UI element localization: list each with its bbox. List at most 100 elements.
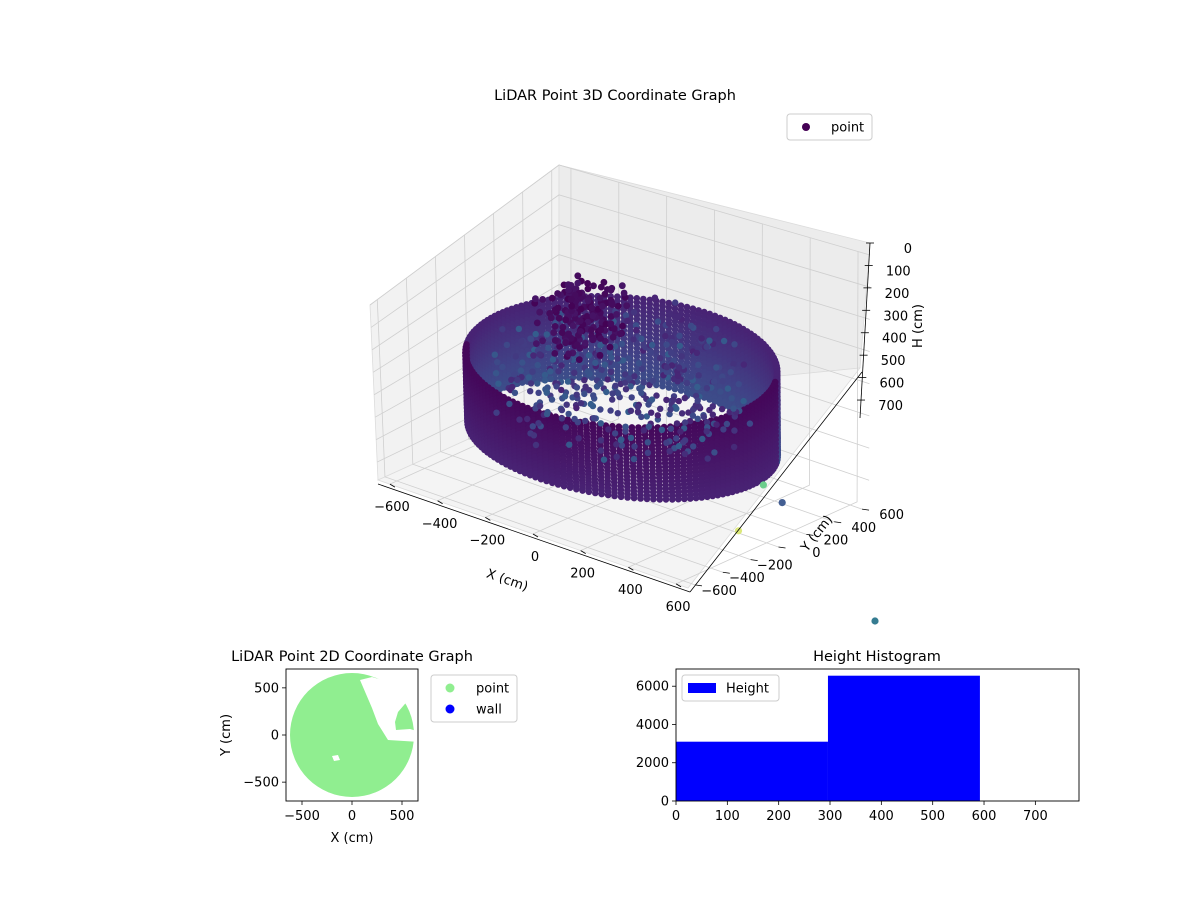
lidar-point xyxy=(695,361,702,368)
y-tick-label: 0 xyxy=(271,729,279,744)
grid-line-x xyxy=(675,251,859,585)
legend-3d: point xyxy=(786,113,873,141)
x-tick-label: 600 xyxy=(666,600,691,615)
lidar-point xyxy=(643,495,651,503)
chart-3d-title: LiDAR Point 3D Coordinate Graph xyxy=(494,88,736,104)
lidar-point xyxy=(573,384,581,391)
x-tick-label: 400 xyxy=(618,583,643,598)
lidar-point xyxy=(614,355,621,362)
lidar-point xyxy=(574,419,581,426)
lidar-point xyxy=(568,302,576,310)
histogram-bars xyxy=(676,675,980,801)
lidar-point xyxy=(644,449,652,456)
lidar-point xyxy=(597,406,604,413)
lidar-point xyxy=(681,394,688,402)
lidar-point xyxy=(495,380,502,387)
x-tick-mark xyxy=(389,483,396,488)
y-axis-line xyxy=(689,371,863,593)
lidar-point xyxy=(709,492,716,500)
grid-line-x xyxy=(437,182,620,502)
lidar-point xyxy=(612,382,619,389)
lidar-point xyxy=(630,455,638,463)
lidar-point xyxy=(551,323,559,330)
lidar-point xyxy=(627,407,635,414)
lidar-point xyxy=(692,392,700,400)
lidar-point xyxy=(709,411,716,418)
lidar-point xyxy=(666,311,674,318)
lidar-point xyxy=(617,436,624,444)
lidar-point xyxy=(554,304,562,312)
lidar-point xyxy=(668,338,675,346)
y-tick-label: 200 xyxy=(824,533,849,548)
y-tick-label: 0 xyxy=(661,795,669,810)
lidar-point xyxy=(566,484,574,492)
lidar-point xyxy=(619,357,627,364)
lidar-point xyxy=(665,320,673,327)
lidar-point xyxy=(605,426,612,433)
x-tick-label: 500 xyxy=(920,809,945,824)
z-tick-label: 200 xyxy=(885,287,910,302)
lidar-point xyxy=(539,296,546,303)
lidar-point xyxy=(683,379,691,387)
lidar-point xyxy=(640,427,648,434)
lidar-point xyxy=(674,378,681,385)
lidar-point xyxy=(577,328,585,335)
z-tick-label: 500 xyxy=(881,354,906,369)
y-tick-label: −200 xyxy=(757,559,793,574)
lidar-point xyxy=(616,330,624,338)
lidar-point xyxy=(573,391,580,398)
y-tick-label: 4000 xyxy=(636,718,669,733)
lidar-point xyxy=(698,494,705,501)
lidar-point xyxy=(614,376,621,383)
lidar-point xyxy=(606,343,614,351)
x-tick-label: 200 xyxy=(766,809,791,824)
lidar-point xyxy=(527,388,534,395)
lidar-point xyxy=(633,326,640,334)
lidar-point xyxy=(632,322,640,329)
lidar-point xyxy=(687,322,695,329)
lidar-point xyxy=(566,441,573,448)
grid-line-h xyxy=(370,194,870,328)
lidar-point xyxy=(536,308,544,316)
lidar-point xyxy=(724,385,732,392)
lidar-point xyxy=(532,441,540,449)
lidar-point xyxy=(716,400,724,407)
lidar-point xyxy=(532,473,539,481)
lidar-point xyxy=(727,369,734,376)
x-tick-mark xyxy=(675,583,682,588)
lidar-point xyxy=(703,343,710,350)
lidar-point xyxy=(689,412,697,419)
lidar-point xyxy=(535,420,542,427)
lidar-point xyxy=(608,354,615,361)
lidar-point xyxy=(634,403,641,410)
lidar-point xyxy=(609,396,616,403)
lidar-point xyxy=(644,439,651,446)
lidar-point xyxy=(535,389,542,396)
lidar-point xyxy=(549,479,556,487)
lidar-point xyxy=(551,337,559,344)
lidar-point xyxy=(622,423,629,430)
lidar-point xyxy=(622,386,630,393)
lidar-point xyxy=(534,361,541,369)
lidar-point xyxy=(607,407,614,414)
lidar-point xyxy=(640,379,647,386)
lidar-point xyxy=(648,409,655,416)
lidar-point xyxy=(558,415,566,422)
lidar-point xyxy=(609,333,617,341)
lidar-point xyxy=(670,396,677,404)
lidar-point xyxy=(619,322,626,330)
lidar-point xyxy=(706,396,713,403)
x-tick-mark xyxy=(485,517,491,521)
histogram-title: Height Histogram xyxy=(813,649,941,665)
legend-3d-frame xyxy=(786,113,873,141)
lidar-point xyxy=(689,406,697,414)
lidar-point xyxy=(675,495,682,503)
lidar-point xyxy=(575,435,582,442)
lidar-point xyxy=(672,299,679,306)
lidar-point xyxy=(516,416,523,423)
lidar-point xyxy=(625,375,633,382)
lidar-point xyxy=(673,420,681,427)
lidar-point xyxy=(565,410,572,418)
lidar-point xyxy=(622,428,629,435)
z-ticks-3d: 0 100 200 300 400 500 600 700 xyxy=(857,242,912,414)
